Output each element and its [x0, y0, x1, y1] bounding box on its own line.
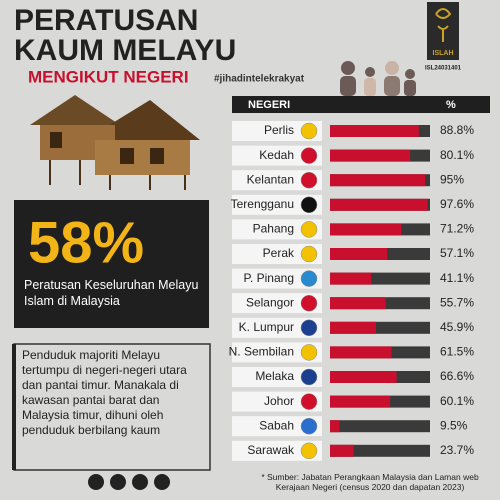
row-bg: [232, 244, 322, 264]
column-header: %: [446, 99, 456, 111]
flag: [300, 294, 318, 312]
logo-code: ISL24031401: [425, 66, 462, 72]
bar: [330, 395, 391, 408]
flag: [300, 147, 318, 164]
table-header: [232, 96, 490, 113]
category-label: Melaka: [255, 369, 294, 383]
value-label: 23.7%: [440, 443, 474, 457]
title-line: KAUM MELAYU: [14, 34, 236, 67]
category-label: Sarawak: [247, 443, 295, 457]
bar: [330, 420, 340, 433]
stat-caption: Peratusan Keseluruhan Melayu Islam di Ma…: [24, 278, 199, 308]
value-label: 55.7%: [440, 295, 474, 309]
value-label: 45.9%: [440, 320, 474, 334]
flag: [300, 270, 318, 287]
row-bg: [232, 293, 322, 314]
category-label: Johor: [264, 394, 294, 408]
category-label: Pahang: [253, 222, 294, 236]
value-label: 60.1%: [440, 394, 474, 408]
family-illustration: [340, 61, 416, 96]
title-line: PERATUSAN: [14, 4, 198, 37]
category-label: N. Sembilan: [229, 345, 294, 359]
bar-track: [330, 444, 430, 457]
bar-track: [330, 420, 430, 433]
logo-mark: [435, 8, 452, 42]
flag: [300, 344, 318, 361]
row-bg: [232, 367, 322, 387]
row-bg: [232, 440, 322, 461]
category-label: Terengganu: [231, 197, 294, 211]
row-bg: [232, 416, 322, 437]
flag: [300, 171, 318, 189]
flag: [300, 319, 318, 337]
value-label: 41.1%: [440, 271, 474, 285]
bar: [330, 272, 372, 285]
value-label: 61.5%: [440, 345, 474, 359]
value-label: 88.8%: [440, 123, 474, 137]
value-label: 95%: [440, 172, 464, 186]
column-header: NEGERI: [248, 99, 290, 111]
bar: [330, 125, 419, 137]
row-bg: [232, 170, 322, 191]
value-label: 71.2%: [440, 222, 474, 236]
category-label: Perlis: [264, 123, 294, 137]
logo-name: ISLAH: [433, 50, 454, 57]
note-text: Penduduk majoriti Melayu tertumpu di neg…: [22, 348, 187, 437]
hashtag: #jihadintelekrakyat: [214, 74, 305, 85]
value-label: 57.1%: [440, 246, 474, 260]
value-label: 97.6%: [440, 197, 474, 211]
row-bg: [232, 268, 322, 289]
category-label: Kelantan: [247, 172, 294, 186]
bar: [330, 149, 411, 162]
category-label: Selangor: [246, 295, 294, 309]
category-label: Kedah: [259, 148, 294, 162]
subtitle: MENGIKUT NEGERI: [28, 67, 189, 86]
flag: [300, 368, 318, 386]
stat-value: 58%: [28, 210, 144, 275]
flag: [300, 442, 318, 460]
row-bg: [232, 391, 322, 412]
bar: [330, 371, 397, 383]
flag: [300, 417, 318, 435]
flag: [300, 245, 318, 263]
bar: [330, 346, 392, 359]
bar: [330, 174, 425, 187]
bar: [330, 248, 388, 260]
flag: [300, 221, 318, 238]
flag: [300, 196, 318, 214]
category-label: K. Lumpur: [239, 320, 294, 334]
category-label: P. Pinang: [244, 271, 295, 285]
value-label: 9.5%: [440, 418, 468, 432]
row-bg: [232, 145, 322, 166]
bar: [330, 198, 428, 211]
category-label: Perak: [263, 246, 295, 260]
flag: [300, 393, 318, 410]
bar: [330, 321, 376, 334]
bar: [330, 297, 386, 310]
row-bg: [232, 219, 322, 240]
flag: [300, 122, 318, 140]
category-label: Sabah: [259, 418, 294, 432]
value-label: 80.1%: [440, 148, 474, 162]
social-icons: [88, 474, 170, 490]
house-illustration: [30, 95, 200, 190]
row-bg: [232, 121, 322, 141]
bar: [330, 444, 354, 457]
row-bg: [232, 194, 322, 215]
stat-box: [14, 200, 209, 328]
value-label: 66.6%: [440, 369, 474, 383]
row-bg: [232, 317, 322, 338]
source: * Sumber: Jabatan Perangkaan Malaysia da…: [261, 472, 479, 493]
row-bg: [232, 342, 322, 363]
bar: [330, 223, 402, 236]
